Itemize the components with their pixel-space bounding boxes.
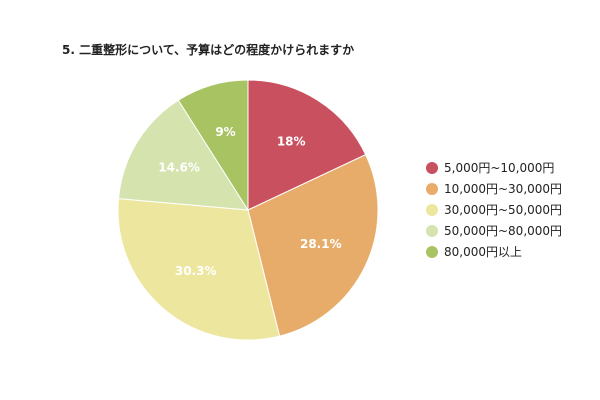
pie-data-label-1: 18% [277,134,306,148]
pie-data-label-5: 9% [215,125,235,139]
legend-item: 5,000円~10,000円 [426,157,562,178]
legend-item: 30,000円~50,000円 [426,199,562,220]
pie-data-label-3: 30.3% [175,264,217,278]
legend-label: 80,000円以上 [444,245,522,259]
pie-slice-3 [117,198,281,341]
pie-slice-5 [177,79,249,212]
pie-slice-4 [117,99,249,211]
legend-label: 10,000円~30,000円 [444,182,563,196]
legend-swatch [426,224,438,237]
legend-label: 30,000円~50,000円 [444,203,563,217]
legend-label: 5,000円~10,000円 [444,161,555,175]
legend-swatch [426,203,438,216]
pie-slice-2 [247,153,379,337]
chart-title: 5. 二重整形について、予算はどの程度かけられますか [62,43,355,57]
legend-item: 50,000円~80,000円 [426,220,562,241]
legend-swatch [426,161,438,174]
legend-swatch [426,245,438,258]
pie-data-label-2: 28.1% [300,237,342,251]
pie-slice-1 [247,79,367,211]
legend-item: 80,000円以上 [426,241,562,262]
legend: 5,000円~10,000円 10,000円~30,000円 30,000円~50,… [426,157,562,262]
legend-label: 50,000円~80,000円 [444,224,563,238]
pie-data-label-4: 14.6% [158,161,200,175]
legend-swatch [426,182,438,195]
legend-item: 10,000円~30,000円 [426,178,562,199]
